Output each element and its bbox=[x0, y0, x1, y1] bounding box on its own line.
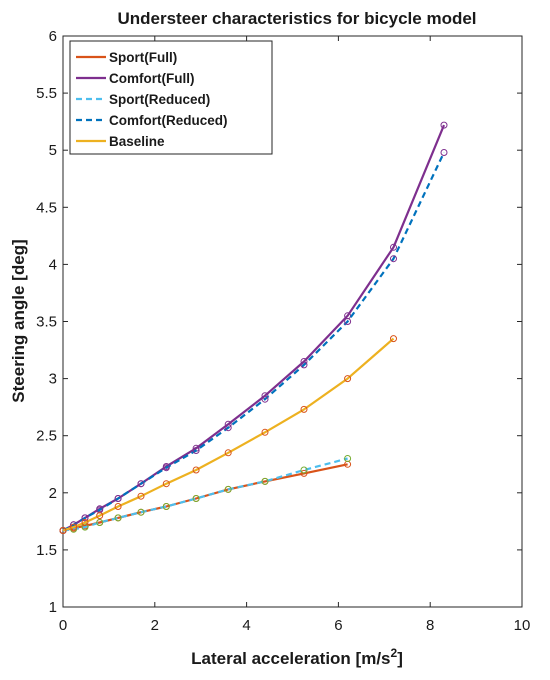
data-point bbox=[344, 318, 352, 325]
legend-label: Comfort(Reduced) bbox=[109, 113, 228, 128]
y-tick-label: 1.5 bbox=[36, 542, 57, 559]
x-axis-label-end: ] bbox=[397, 649, 403, 668]
y-tick-label: 1 bbox=[49, 599, 57, 616]
axis-ticks: 0 2 4 6 8 10 1 1.5 2 2.5 3 3.5 4 4.5 5 5.5 6 bbox=[36, 28, 530, 634]
x-axis-label: Lateral acceleration [m/s2] bbox=[191, 646, 403, 668]
data-point bbox=[344, 455, 352, 462]
x-axis-label-superscript: 2 bbox=[391, 646, 398, 660]
data-point bbox=[114, 503, 122, 510]
data-point bbox=[81, 519, 89, 526]
y-tick-label: 2 bbox=[49, 485, 57, 502]
data-point bbox=[390, 243, 397, 251]
series-group bbox=[59, 121, 448, 534]
data-point bbox=[224, 485, 232, 493]
y-tick-label: 3 bbox=[49, 371, 57, 388]
legend-label: Sport(Reduced) bbox=[109, 92, 210, 107]
data-point bbox=[344, 375, 352, 383]
data-point bbox=[300, 466, 308, 474]
y-axis-label: Steering angle [deg] bbox=[9, 239, 28, 402]
y-tick-label: 4.5 bbox=[36, 199, 57, 216]
legend-label: Baseline bbox=[109, 134, 165, 149]
y-tick-label: 6 bbox=[49, 28, 57, 45]
x-tick-label: 6 bbox=[334, 617, 342, 634]
y-tick-label: 4 bbox=[49, 256, 57, 273]
series-baseline bbox=[59, 335, 397, 534]
x-tick-label: 2 bbox=[151, 617, 159, 634]
x-tick-label: 4 bbox=[242, 617, 250, 634]
legend-label: Comfort(Full) bbox=[109, 71, 194, 86]
series-line-baseline bbox=[62, 337, 395, 532]
data-point bbox=[300, 405, 308, 413]
data-point bbox=[192, 466, 200, 474]
data-point bbox=[300, 469, 308, 477]
data-point bbox=[137, 480, 145, 488]
y-tick-label: 5.5 bbox=[36, 85, 57, 102]
series-line-comfort-reduced bbox=[62, 152, 445, 532]
data-point bbox=[300, 361, 308, 369]
data-point bbox=[390, 335, 397, 343]
x-tick-label: 8 bbox=[426, 617, 434, 634]
data-point bbox=[440, 149, 448, 156]
data-point bbox=[96, 512, 104, 520]
data-point bbox=[137, 508, 145, 516]
series-line-sport-reduced bbox=[62, 457, 348, 532]
data-point bbox=[261, 395, 269, 403]
data-point bbox=[81, 523, 89, 531]
data-point bbox=[224, 424, 232, 432]
data-point bbox=[390, 255, 397, 263]
data-point bbox=[192, 447, 200, 454]
data-point bbox=[261, 477, 269, 485]
y-tick-label: 2.5 bbox=[36, 428, 57, 445]
data-point bbox=[440, 121, 448, 129]
data-point bbox=[114, 514, 122, 522]
data-point bbox=[137, 492, 145, 500]
data-point bbox=[192, 495, 200, 502]
legend-label: Sport(Full) bbox=[109, 50, 177, 65]
data-point bbox=[224, 449, 232, 457]
y-tick-label: 5 bbox=[49, 142, 57, 159]
series-comfort-reduced bbox=[59, 149, 448, 534]
x-tick-label: 0 bbox=[59, 617, 67, 634]
data-point bbox=[162, 480, 170, 488]
legend-box bbox=[69, 40, 273, 155]
x-axis-label-text: Lateral acceleration [m/s bbox=[191, 649, 390, 668]
legend: Sport(Full) Comfort(Full) Sport(Reduced) Co… bbox=[69, 40, 273, 155]
data-point bbox=[81, 514, 89, 522]
data-point bbox=[261, 428, 269, 436]
data-point bbox=[162, 503, 170, 510]
data-point bbox=[59, 527, 67, 534]
y-tick-label: 3.5 bbox=[36, 314, 57, 331]
x-tick-label: 10 bbox=[514, 617, 531, 634]
data-point bbox=[114, 495, 122, 502]
chart-title: Understeer characteristics for bicycle m… bbox=[117, 9, 476, 28]
data-point bbox=[70, 523, 78, 531]
data-point bbox=[162, 464, 170, 472]
data-point bbox=[96, 519, 104, 526]
